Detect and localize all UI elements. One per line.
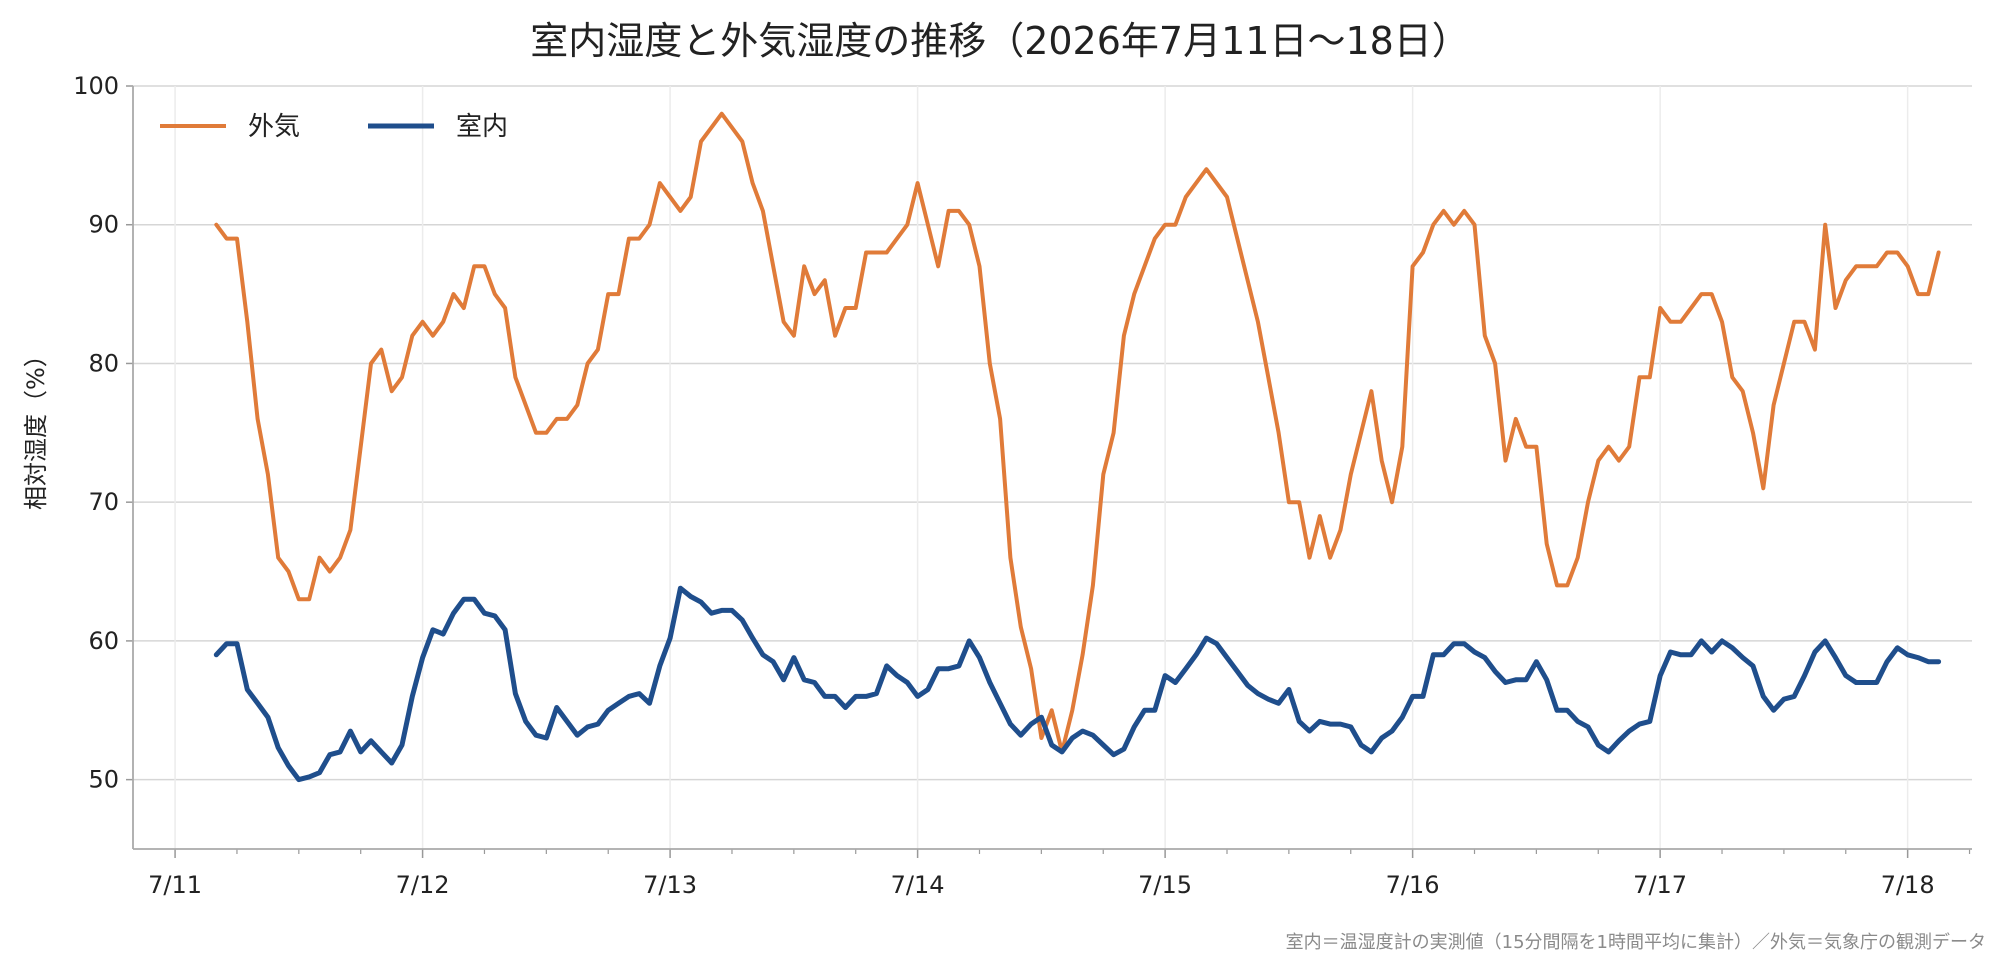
x-tick-label: 7/18: [1881, 871, 1935, 899]
x-tick-label: 7/12: [396, 871, 450, 899]
y-tick-label: 90: [88, 211, 119, 239]
chart-title: 室内湿度と外気湿度の推移（2026年7月11日〜18日）: [530, 19, 1470, 63]
series-line-outdoor: [214, 111, 1941, 754]
legend: 外気 室内: [160, 112, 508, 142]
y-axis-label: 相対湿度（%）: [6, 343, 66, 510]
legend-label-indoor: 室内: [456, 112, 508, 142]
source-note: 室内＝温湿度計の実測値（15分間隔を1時間平均に集計）／外気＝気象庁の観測データ: [1285, 932, 1986, 953]
x-tick-label: 7/15: [1138, 871, 1192, 899]
series-line-indoor: [213, 585, 1942, 783]
x-tick-label: 7/16: [1386, 871, 1440, 899]
y-tick-label: 100: [73, 72, 119, 100]
y-tick-label: 60: [88, 627, 119, 655]
y-tick-label: 80: [88, 349, 119, 377]
x-tick-label: 7/17: [1633, 871, 1687, 899]
legend-label-outdoor: 外気: [248, 112, 300, 142]
grid-lines: [133, 85, 1972, 849]
series-lines: [213, 111, 1942, 783]
x-tick-label: 7/13: [643, 871, 697, 899]
x-tick-label: 7/14: [891, 871, 945, 899]
y-tick-label: 70: [88, 488, 119, 516]
axes: 50 60 70 80 90 100 7/11 7/12 7/13 7/14 7/15 7/16 7/1…: [73, 72, 1972, 899]
y-tick-label: 50: [88, 766, 119, 794]
x-tick-label: 7/11: [148, 871, 202, 899]
y-axis-label-text: 相対湿度（%）: [22, 343, 50, 510]
